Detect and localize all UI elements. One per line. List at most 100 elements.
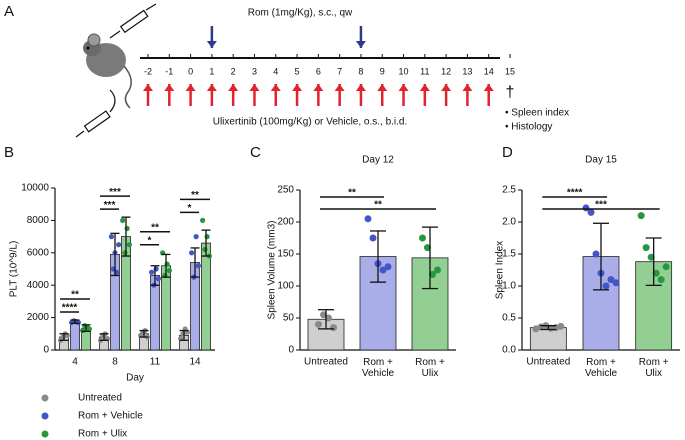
ulix-arrow-head bbox=[164, 84, 175, 91]
y-tick-label: 0 bbox=[43, 345, 49, 356]
data-point bbox=[642, 244, 650, 252]
data-point bbox=[657, 276, 665, 284]
ulix-arrow bbox=[164, 84, 175, 106]
x-tick-label: 11 bbox=[150, 357, 161, 368]
ulix-arrow bbox=[270, 84, 281, 106]
ulix-arrow-head bbox=[398, 84, 409, 91]
ulix-arrow-head bbox=[185, 84, 196, 91]
y-tick-label: 2000 bbox=[27, 312, 50, 323]
error-bar bbox=[201, 229, 211, 257]
x-tick-label: Untreated bbox=[304, 357, 348, 368]
ulix-arrow-head bbox=[355, 84, 366, 91]
significance-label: ** bbox=[348, 188, 356, 199]
data-point bbox=[637, 212, 645, 220]
error-bar bbox=[110, 232, 120, 277]
legend-label: Rom + Ulix bbox=[78, 429, 127, 440]
x-tick-label: 8 bbox=[112, 357, 118, 368]
data-point bbox=[116, 242, 122, 248]
ulix-arrow-head bbox=[143, 84, 153, 91]
ulix-arrow bbox=[313, 84, 324, 106]
bar bbox=[411, 257, 449, 351]
ulix-arrow bbox=[143, 84, 153, 106]
data-point bbox=[330, 324, 337, 332]
chart-panel: C Day 12 Spleen Volume (mm3) 0 50 100 150 200 25… bbox=[250, 144, 456, 379]
data-point bbox=[124, 225, 130, 232]
ulix-arrow-head bbox=[206, 84, 217, 91]
ulix-arrow-head bbox=[377, 84, 388, 91]
error-bar bbox=[161, 253, 171, 278]
error-bar bbox=[190, 247, 200, 278]
error-bar bbox=[139, 329, 149, 338]
x-tick-label: Rom + Ulix bbox=[639, 357, 669, 379]
ulix-arrow bbox=[206, 84, 217, 106]
legend-marker bbox=[41, 394, 49, 402]
significance-label: **** bbox=[62, 303, 78, 314]
syringe-icon bbox=[109, 3, 157, 39]
day-label: 0 bbox=[188, 66, 193, 76]
significance-label: *** bbox=[595, 200, 607, 211]
endpoint: • Spleen index bbox=[505, 108, 569, 119]
y-tick-label: 100 bbox=[277, 281, 294, 292]
ulix-arrow-head bbox=[270, 84, 281, 91]
data-point bbox=[122, 250, 128, 256]
day-label: 6 bbox=[316, 66, 321, 76]
day-label: -1 bbox=[165, 66, 173, 76]
day-label: -2 bbox=[144, 66, 152, 76]
chart-title: Day 12 bbox=[362, 155, 394, 166]
day-label: 7 bbox=[337, 66, 342, 76]
data-point bbox=[108, 234, 114, 240]
legend-label: Untreated bbox=[78, 393, 122, 404]
ulix-arrow-head bbox=[334, 84, 345, 91]
y-tick-label: 0.5 bbox=[502, 313, 516, 324]
data-point bbox=[325, 314, 332, 322]
data-point bbox=[126, 242, 132, 248]
day-label: 5 bbox=[295, 66, 300, 76]
significance-label: * bbox=[148, 235, 152, 246]
data-point bbox=[149, 269, 155, 275]
data-point bbox=[200, 217, 206, 223]
data-point bbox=[166, 268, 172, 274]
y-tick-label: 4000 bbox=[27, 280, 50, 291]
day-label: 10 bbox=[399, 66, 409, 76]
ulix-arrow bbox=[249, 84, 260, 106]
ulix-arrow bbox=[441, 84, 452, 106]
ulix-arrow bbox=[419, 84, 430, 106]
error-bar bbox=[422, 226, 438, 290]
x-tick-label: 14 bbox=[189, 357, 201, 368]
data-point bbox=[384, 263, 392, 271]
y-axis-label: PLT (10^9/L) bbox=[9, 241, 20, 298]
data-point bbox=[120, 217, 126, 223]
legend-marker bbox=[41, 430, 49, 438]
gavage-icon bbox=[75, 89, 116, 138]
error-bar bbox=[81, 324, 91, 333]
data-point bbox=[429, 270, 436, 278]
y-tick-label: 200 bbox=[277, 217, 294, 228]
chart-panel: B PLT (10^9/L) 0 2000 4000 6000 8000 10000 4 8 11 1… bbox=[4, 144, 215, 440]
ulix-arrow bbox=[185, 84, 196, 106]
significance-label: *** bbox=[104, 200, 116, 211]
data-point bbox=[647, 253, 655, 261]
data-point bbox=[193, 234, 199, 240]
data-point bbox=[86, 326, 92, 332]
y-tick-label: 10000 bbox=[21, 183, 49, 194]
day-label: 1 bbox=[209, 66, 214, 76]
data-point bbox=[419, 234, 426, 242]
day-label: 2 bbox=[231, 66, 236, 76]
legend-label: Rom + Vehicle bbox=[78, 411, 143, 422]
ulix-arrow-head bbox=[228, 84, 239, 91]
significance-label: ** bbox=[151, 222, 159, 233]
error-bar bbox=[179, 329, 189, 341]
y-tick-label: 2.0 bbox=[502, 217, 516, 228]
data-point bbox=[369, 234, 377, 242]
data-point bbox=[434, 266, 441, 274]
y-tick-label: 1.5 bbox=[502, 249, 516, 260]
data-point bbox=[364, 215, 372, 223]
x-tick-label: Rom + Vehicle bbox=[585, 357, 618, 379]
ulix-arrow bbox=[483, 84, 494, 106]
legend-marker bbox=[41, 412, 49, 420]
y-tick-label: 6000 bbox=[27, 247, 50, 258]
panel-label: D bbox=[502, 144, 513, 161]
panel-label: A bbox=[4, 3, 14, 20]
error-bar bbox=[70, 319, 80, 324]
data-point bbox=[602, 282, 610, 290]
